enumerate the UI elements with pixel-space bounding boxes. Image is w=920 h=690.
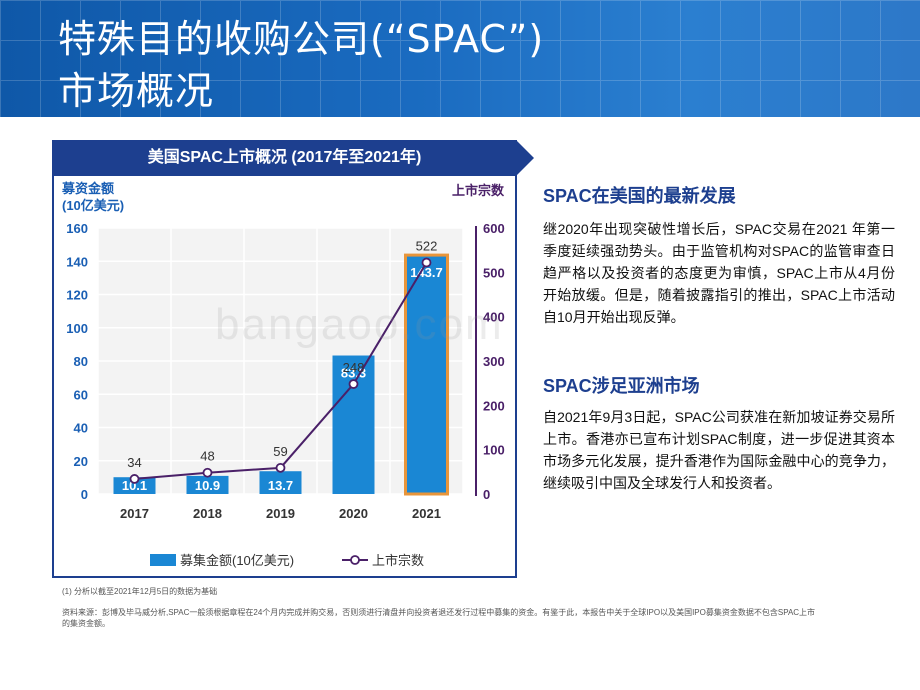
right-axis-tick-label: 0 [483, 487, 490, 502]
right-axis-tick-label: 500 [483, 265, 505, 280]
section-us-development: SPAC在美国的最新发展 继2020年出现突破性增长后，SPAC交易在2021 … [543, 182, 895, 328]
right-axis-tick-label: 100 [483, 443, 505, 458]
left-axis-tick-label: 60 [74, 387, 88, 402]
title-banner: 特殊目的收购公司(“SPAC”) 市场概况 [0, 0, 920, 117]
section-body: 自2021年9月3日起，SPAC公司获准在新加坡证券交易所上市。香港亦已宣布计划… [543, 409, 895, 491]
bar [332, 355, 375, 494]
x-axis-tick-label: 2017 [120, 506, 149, 521]
line-value-label: 522 [416, 239, 438, 254]
left-axis-label: 募资金额 (10亿美元) [62, 180, 124, 214]
bar [404, 253, 449, 496]
legend-label-line: 上市宗数 [372, 553, 424, 568]
left-axis-label-line1: 募资金额 [62, 181, 115, 196]
left-axis-tick-label: 120 [66, 288, 88, 303]
footnote-source: 资料来源：彭博及毕马威分析,SPAC一般须根据章程在24个月内完成并购交易，否则… [62, 608, 816, 628]
x-axis-tick-label: 2019 [266, 506, 295, 521]
left-axis-tick-label: 20 [74, 454, 88, 469]
left-axis-tick-label: 100 [66, 321, 88, 336]
section-heading: SPAC涉足亚洲市场 [543, 376, 700, 396]
line-value-label: 248 [343, 360, 365, 375]
x-axis-tick-label: 2021 [412, 506, 441, 521]
left-axis-tick-label: 40 [74, 421, 88, 436]
section-heading: SPAC在美国的最新发展 [543, 186, 736, 206]
left-axis-tick-label: 140 [66, 254, 88, 269]
legend-swatch-bar [150, 554, 176, 566]
page-title-line2: 市场概况 [58, 69, 215, 113]
bar-value-label: 83.3 [341, 366, 366, 381]
right-axis-tick-label: 600 [483, 221, 505, 236]
x-axis-tick-label: 2018 [193, 506, 222, 521]
watermark: bangaoo.com [215, 300, 504, 349]
right-axis-tick-label: 300 [483, 354, 505, 369]
left-axis-tick-label: 80 [74, 354, 88, 369]
bar [259, 471, 302, 494]
line-value-label: 48 [200, 449, 214, 464]
line-point [421, 257, 432, 268]
bar [186, 475, 229, 494]
legend-label-bar: 募集金额(10亿美元) [180, 553, 294, 568]
right-axis-label: 上市宗数 [452, 183, 505, 198]
left-axis-label-line2: (10亿美元) [62, 198, 125, 213]
chart-banner-shape [52, 140, 534, 176]
header-background-pattern [0, 0, 920, 117]
x-axis-tick-label: 2020 [339, 506, 368, 521]
line-point [129, 474, 140, 484]
left-axis-tick-label: 160 [66, 221, 88, 236]
line-point [275, 462, 286, 473]
page-title-line1: 特殊目的收购公司(“SPAC”) [58, 17, 545, 61]
left-axis-tick-label: 0 [81, 487, 88, 502]
right-axis-tick-label: 400 [483, 310, 505, 325]
line-value-label: 59 [273, 444, 287, 459]
bar-value-label: 10.9 [195, 478, 220, 493]
section-body: 继2020年出现突破性增长后，SPAC交易在2021 年第一季度延续强劲势头。由… [543, 221, 895, 325]
footnote-1: (1) 分析以截至2021年12月5日的数据为基础 [62, 587, 218, 596]
bar [113, 477, 156, 494]
section-asia-market: SPAC涉足亚洲市场 自2021年9月3日起，SPAC公司获准在新加坡证券交易所… [543, 372, 895, 494]
line-point [348, 379, 359, 389]
right-axis-tick-label: 200 [483, 398, 505, 413]
bar-value-label: 10.1 [122, 478, 147, 493]
line-point [202, 467, 213, 478]
chart-banner-title: 美国SPAC上市概况 (2017年至2021年) [147, 149, 422, 166]
bar-value-label: 13.7 [268, 478, 293, 493]
line-value-label: 34 [127, 455, 141, 470]
legend-swatch-marker [350, 555, 360, 565]
spac-chart: 0 20 40 60 80 100 120 140 160 0 100 200 300 400 500 600… [66, 221, 505, 568]
